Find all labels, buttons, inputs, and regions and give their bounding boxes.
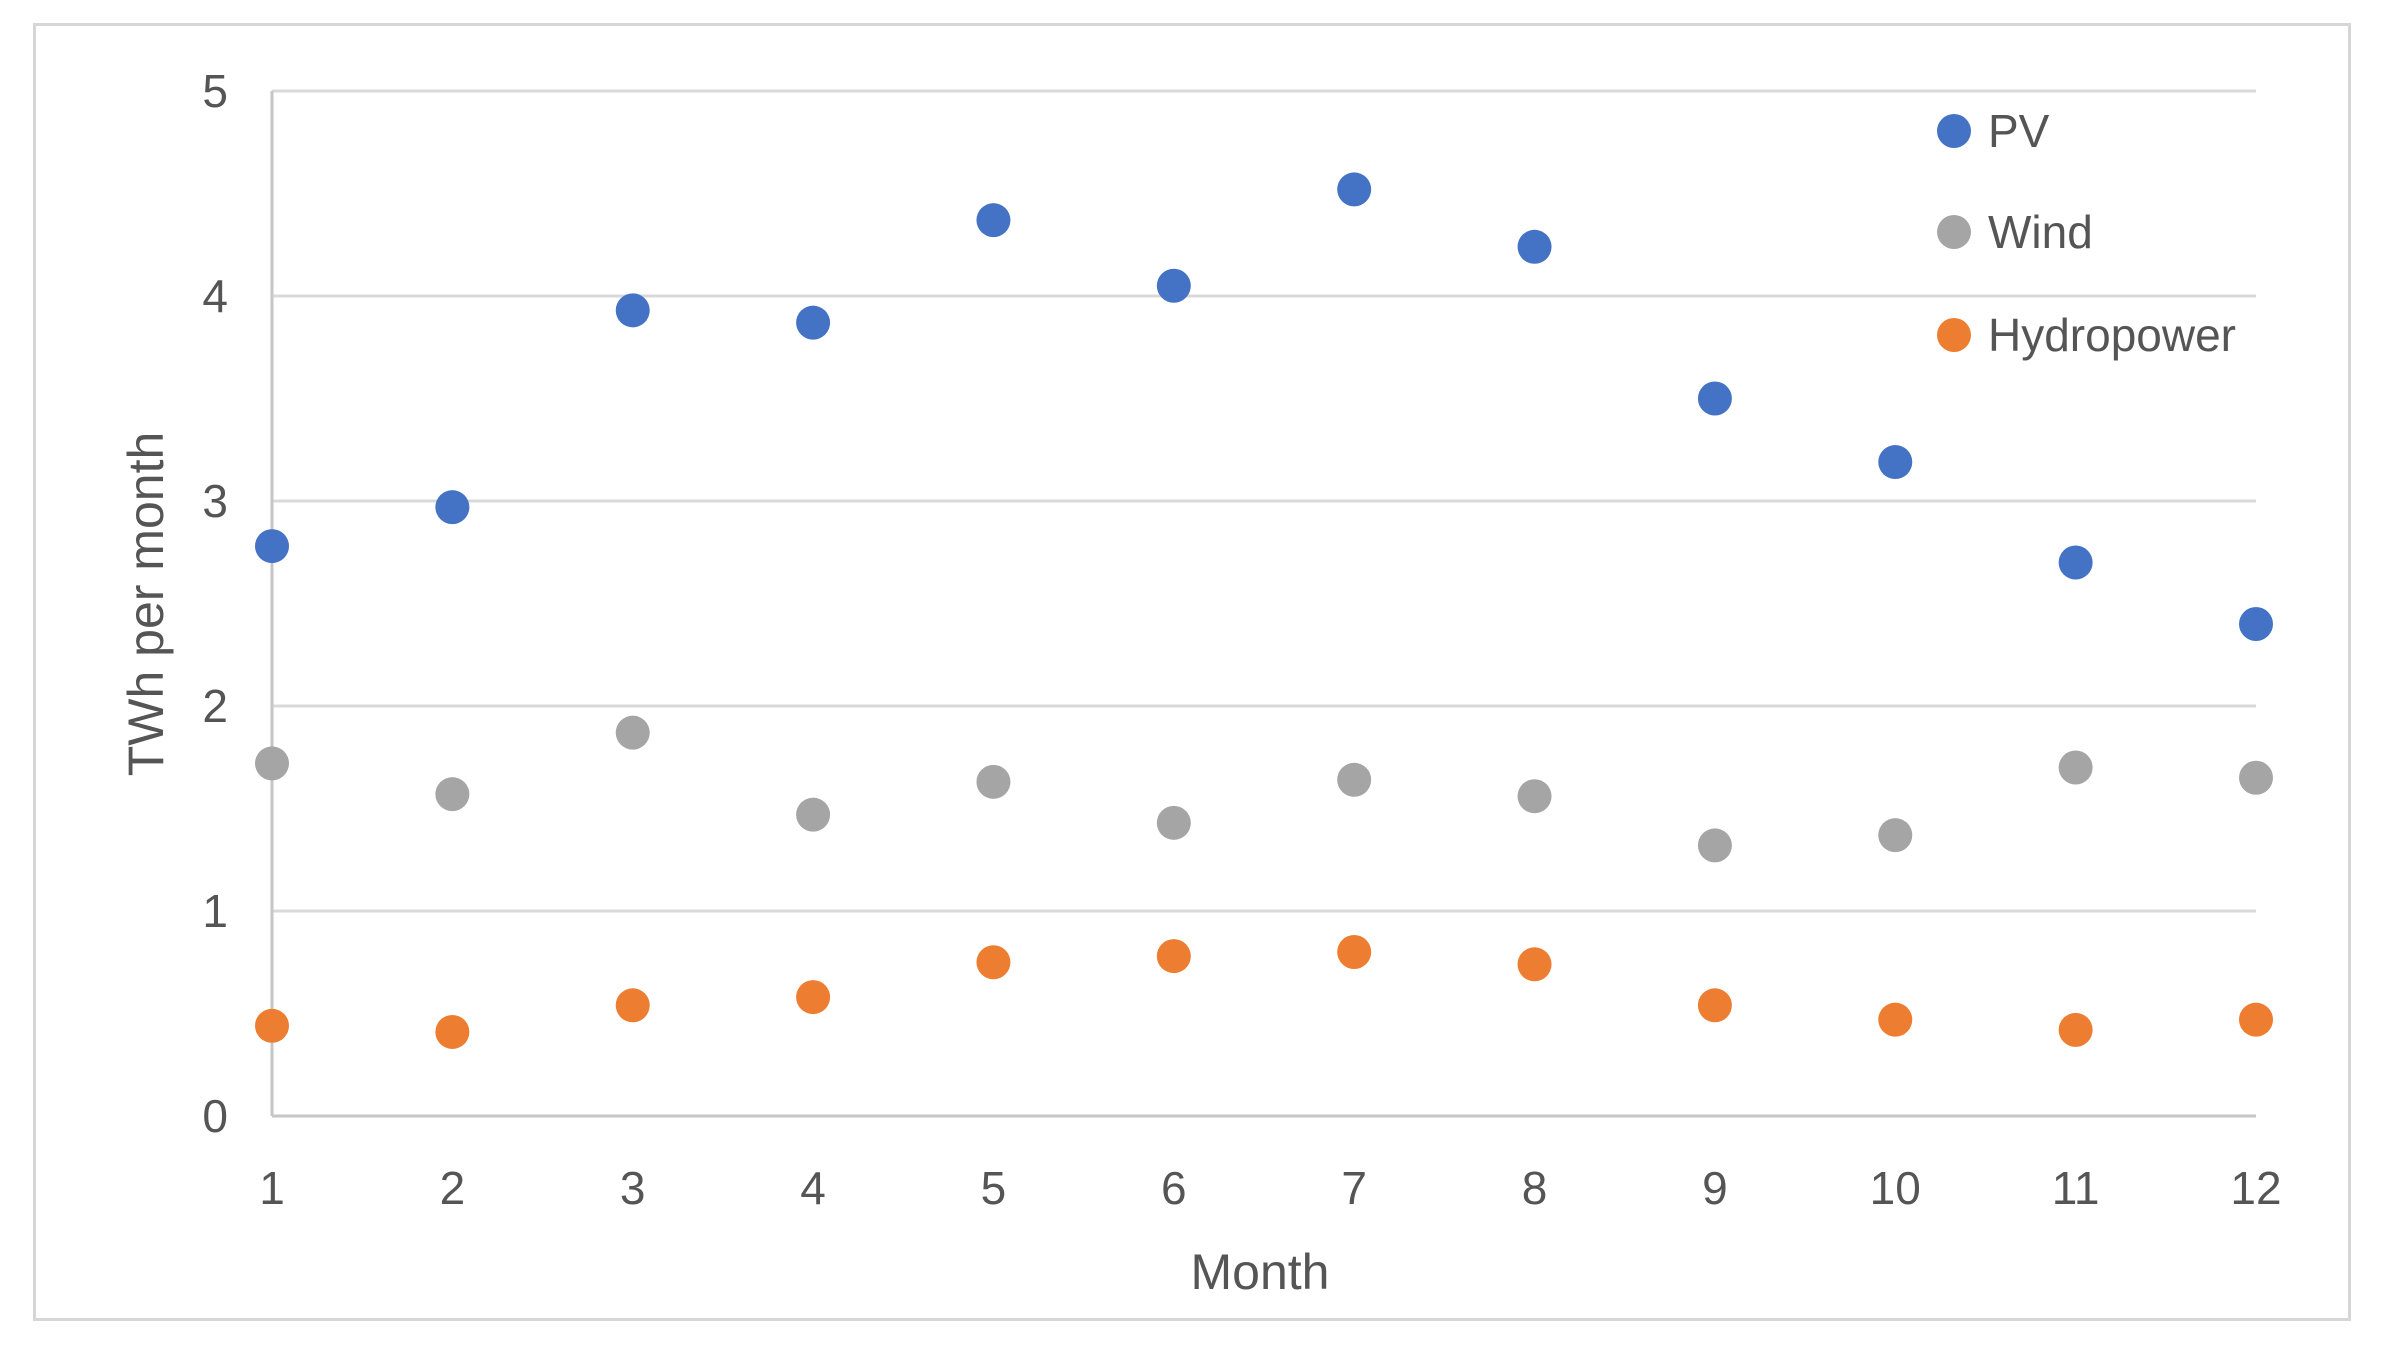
wind-data-point (255, 746, 289, 781)
legend-label-pv: PV (1988, 105, 2050, 157)
legend-item-wind: Wind (1937, 206, 2093, 258)
legend-item-hydropower: Hydropower (1937, 309, 2236, 361)
x-tick-label: 7 (1341, 1162, 1367, 1214)
legend-item-pv: PV (1937, 105, 2050, 157)
hydropower-data-point (1156, 939, 1191, 974)
hydropower-series-swatch-icon (1937, 318, 1971, 352)
y-tick-label: 4 (202, 270, 228, 322)
hydropower-data-point (1697, 988, 1732, 1023)
x-tick-label: 1 (259, 1162, 285, 1214)
hydropower-data-point (435, 1014, 470, 1049)
pv-data-point (615, 293, 650, 328)
pv-data-point (1697, 381, 1732, 416)
wind-data-point (1337, 762, 1372, 797)
pv-data-point (1517, 229, 1552, 264)
wind-data-point (2239, 760, 2273, 795)
pv-data-point (1337, 172, 1372, 207)
hydropower-data-point (1878, 1002, 1913, 1037)
wind-data-point (1697, 828, 1732, 863)
x-tick-label: 4 (800, 1162, 826, 1214)
wind-data-point (435, 777, 470, 812)
x-tick-label: 9 (1702, 1162, 1728, 1214)
hydropower-data-point (976, 945, 1011, 980)
pv-data-point (1878, 445, 1913, 480)
pv-data-point (796, 305, 831, 340)
pv-data-point (435, 490, 470, 525)
x-tick-label: 10 (1870, 1162, 1921, 1214)
legend-label-wind: Wind (1988, 206, 2093, 258)
wind-data-point (976, 764, 1011, 799)
pv-series-swatch-icon (1937, 114, 1971, 148)
chart-border (33, 23, 2351, 1321)
wind-data-point (1156, 805, 1191, 840)
y-tick-label: 1 (202, 885, 228, 937)
pv-data-point (255, 529, 289, 564)
y-tick-label: 5 (202, 65, 228, 117)
x-tick-label: 8 (1522, 1162, 1548, 1214)
wind-series-swatch-icon (1937, 215, 1971, 249)
wind-data-point (615, 715, 650, 750)
y-tick-label: 2 (202, 680, 228, 732)
x-axis-title: Month (1190, 1244, 1330, 1300)
wind-data-point (796, 797, 831, 832)
hydropower-data-point (796, 980, 831, 1015)
pv-data-point (976, 203, 1011, 238)
wind-data-point (1517, 779, 1552, 814)
legend-label-hydropower: Hydropower (1988, 309, 2236, 361)
hydropower-data-point (1337, 935, 1372, 969)
pv-data-point (2239, 607, 2273, 641)
x-tick-label: 5 (981, 1162, 1007, 1214)
hydropower-data-point (2239, 1002, 2273, 1037)
hydropower-data-point (615, 988, 650, 1023)
wind-data-point (1878, 818, 1913, 853)
pv-data-point (1156, 268, 1191, 303)
x-tick-label: 11 (2052, 1162, 2100, 1214)
y-tick-label: 3 (202, 475, 228, 527)
x-tick-label: 6 (1161, 1162, 1187, 1214)
hydropower-data-point (255, 1008, 289, 1043)
x-tick-label: 2 (440, 1162, 466, 1214)
wind-data-point (2058, 750, 2093, 785)
x-tick-label: 3 (620, 1162, 646, 1214)
y-tick-label: 0 (202, 1090, 228, 1142)
pv-data-point (2058, 545, 2093, 580)
x-tick-label: 12 (2230, 1162, 2281, 1214)
hydropower-data-point (2058, 1012, 2093, 1047)
hydropower-data-point (1517, 947, 1552, 982)
y-axis-title: TWh per month (118, 431, 174, 777)
